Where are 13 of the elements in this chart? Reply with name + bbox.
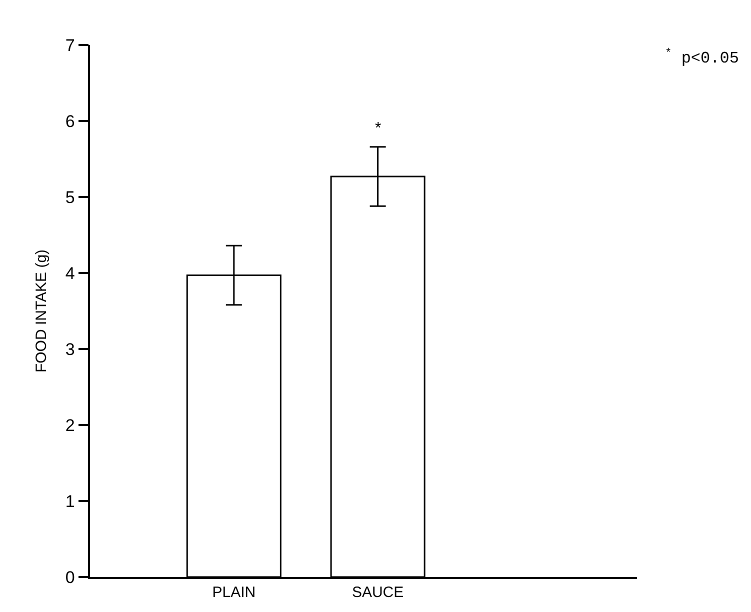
y-tick-label: 6 [65,112,75,131]
y-tick-label: 0 [65,568,75,587]
x-tick-label: PLAIN [212,584,256,601]
y-axis-title: FOOD INTAKE (g) [33,249,50,373]
y-tick-label: 7 [65,36,75,55]
text: $^{*}$ p<0.05 [665,47,739,68]
annotation: * [375,120,382,137]
y-tick-label: 3 [65,340,75,359]
y-tick-label: 2 [65,416,75,435]
x-tick-label: SAUCE [352,584,404,601]
y-tick-label: 4 [65,264,75,283]
y-tick-label: 5 [65,188,75,207]
y-tick-label: 1 [65,492,75,511]
